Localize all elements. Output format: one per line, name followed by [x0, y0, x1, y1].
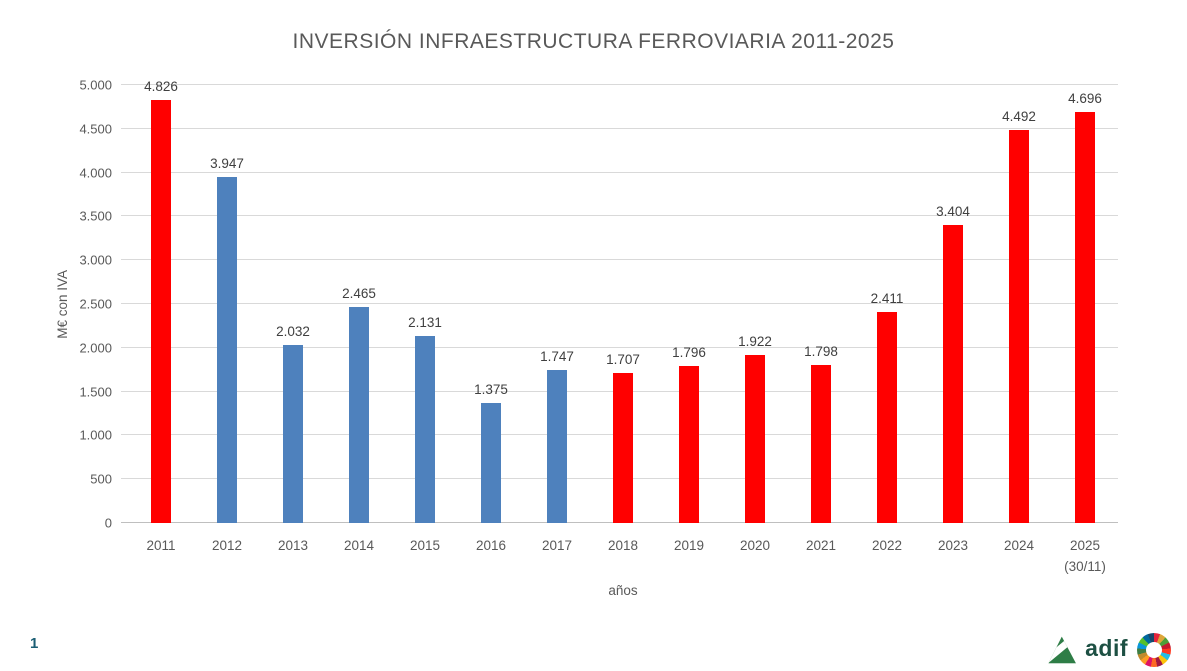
x-tick-sublabel-2025: (30/11)	[1064, 558, 1106, 574]
bar-column-2011: 4.826 2011	[128, 79, 194, 553]
bar-2024	[1009, 130, 1029, 523]
bar-2017	[547, 370, 567, 523]
y-tick-label: 1.000	[79, 427, 112, 443]
gridline	[121, 303, 1118, 304]
y-tick-label: 2.500	[79, 296, 112, 312]
x-tick-label-2015: 2015	[409, 538, 441, 553]
adif-arrow-icon	[1048, 636, 1077, 664]
x-tick-label-2023: 2023	[937, 538, 969, 553]
bar-2012	[217, 177, 237, 523]
y-tick-label: 500	[90, 471, 112, 487]
x-tick-label-2011: 2011	[146, 538, 176, 553]
value-label-2017: 1.747	[540, 349, 574, 364]
x-tick-label-2024: 2024	[1003, 538, 1035, 553]
value-label-2022: 2.411	[870, 291, 904, 306]
bar-column-2023: 3.404 2023	[920, 85, 986, 553]
bar-2025	[1075, 112, 1095, 523]
sdg-wheel-icon	[1137, 633, 1171, 667]
gridline	[121, 259, 1118, 261]
bar-2011	[151, 100, 171, 523]
gridline	[121, 127, 1118, 129]
bar-column-2017: 1.747 2017	[524, 85, 590, 553]
value-label-2021: 1.798	[804, 344, 838, 359]
plot-area: 4.826 2011 3.947 2012 2.032 2013 2.465 2014 2.13…	[121, 79, 1118, 574]
bar-2013	[283, 345, 303, 523]
value-label-2018: 1.707	[606, 352, 640, 367]
bar-2018	[613, 373, 633, 523]
bar-2016	[481, 403, 501, 523]
y-tick-label: 2.000	[79, 340, 112, 356]
x-axis-title: años	[608, 583, 638, 598]
value-label-2024: 4.492	[1002, 109, 1036, 124]
x-tick-label-2017: 2017	[541, 538, 573, 553]
slide-number: 1	[30, 635, 39, 652]
bar-column-2014: 2.465 2014	[326, 85, 392, 553]
bar-column-2013: 2.032 2013	[260, 85, 326, 553]
adif-brand-logo: adif	[1044, 632, 1171, 668]
gridline	[121, 346, 1118, 348]
bar-column-2012: 3.947 2012	[194, 85, 260, 553]
bar-2020	[745, 355, 765, 523]
value-label-2025: 4.696	[1068, 91, 1102, 106]
value-label-2020: 1.922	[738, 334, 772, 349]
value-label-2013: 2.032	[276, 324, 310, 339]
y-tick-label: 3.500	[79, 208, 112, 224]
bar-column-2025: 4.696 2025 (30/11)	[1052, 85, 1118, 574]
bar-column-2021: 1.798 2021	[788, 85, 854, 553]
x-tick-label-2013: 2013	[277, 538, 309, 553]
gridline	[121, 84, 1118, 85]
x-tick-label-2018: 2018	[607, 538, 639, 553]
bar-2014	[349, 307, 369, 523]
bar-column-2024: 4.492 2024	[986, 85, 1052, 553]
gridline	[121, 171, 1118, 173]
bar-column-2019: 1.796 2019	[656, 85, 722, 553]
bar-column-2018: 1.707 2018	[590, 85, 656, 553]
y-tick-label: 4.000	[79, 165, 112, 181]
bar-2015	[415, 336, 435, 523]
gridline	[121, 215, 1118, 217]
x-tick-label-2021: 2021	[805, 538, 837, 553]
y-tick-label: 4.500	[79, 121, 112, 137]
bar-2021	[811, 365, 831, 523]
value-label-2011: 4.826	[144, 79, 178, 94]
y-tick-label: 5.000	[79, 77, 112, 93]
bar-column-2015: 2.131 2015	[392, 85, 458, 553]
bar-column-2020: 1.922 2020	[722, 85, 788, 553]
value-label-2019: 1.796	[672, 345, 706, 360]
bar-2023	[943, 225, 963, 523]
y-tick-label: 3.000	[79, 252, 112, 268]
y-axis-labels: 0 500 1.000 1.500 2.000 2.500 3.000 3.500 4.000 4…	[0, 78, 112, 531]
chart-title: INVERSIÓN INFRAESTRUCTURA FERROVIARIA 20…	[292, 30, 895, 53]
y-tick-label: 1.500	[79, 384, 112, 400]
y-tick-label: 0	[104, 515, 112, 531]
bar-column-2016: 1.375 2016	[458, 85, 524, 553]
adif-logo-text: adif	[1085, 634, 1128, 661]
bars-row: 4.826 2011 3.947 2012 2.032 2013 2.465 2014 2.13…	[128, 79, 1118, 574]
value-label-2014: 2.465	[342, 286, 376, 301]
x-tick-label-2014: 2014	[343, 538, 375, 553]
value-label-2023: 3.404	[936, 204, 970, 219]
x-tick-label-2025: 2025 (30/11)	[1064, 536, 1106, 578]
bar-column-2022: 2.411 2022	[854, 85, 920, 553]
bar-2019	[679, 366, 699, 523]
value-label-2015: 2.131	[408, 315, 442, 330]
bar-2022	[877, 312, 897, 523]
x-tick-label-2012: 2012	[211, 538, 243, 553]
value-label-2016: 1.375	[474, 382, 508, 397]
x-tick-label-2016: 2016	[475, 538, 507, 553]
x-tick-label-2020: 2020	[739, 538, 771, 553]
value-label-2012: 3.947	[210, 156, 244, 171]
x-tick-label-2019: 2019	[673, 538, 705, 553]
x-tick-label-2022: 2022	[871, 538, 903, 553]
